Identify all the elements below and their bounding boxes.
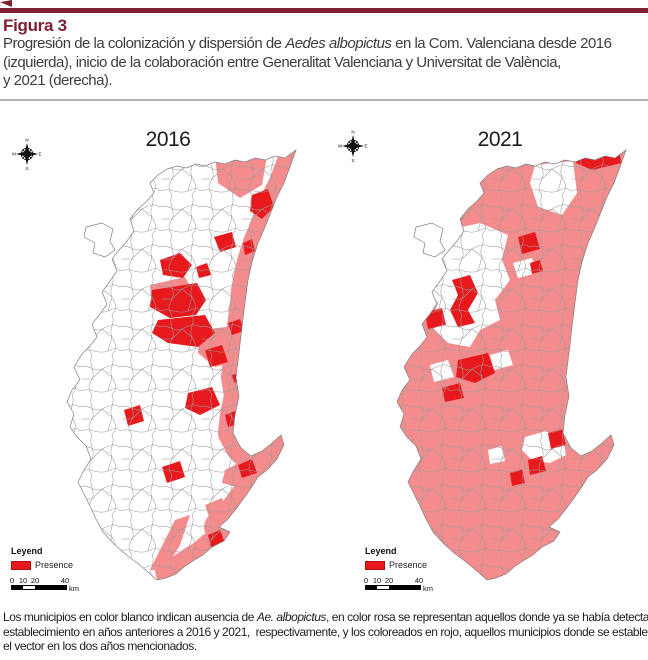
- map-title-2021: 2021: [477, 128, 523, 151]
- scale-tick: 40: [60, 576, 70, 585]
- compass-rose-icon: N S E W: [338, 130, 368, 163]
- figure-label: Figura 3: [3, 16, 67, 35]
- legend-title: Leyend: [11, 546, 43, 556]
- footnote-line-2: establecimiento en años anteriores a 201…: [3, 624, 648, 639]
- map-figure-area: 2016 2021 N S E W N S E W Leyend Presen: [0, 115, 648, 605]
- legend-2021: Leyend Presence 0 10 20 40 km: [363, 546, 485, 594]
- figure-caption: Progresión de la colonización y dispersi…: [3, 35, 648, 91]
- species-name: Aedes albopictus: [285, 35, 392, 52]
- svg-text:W: W: [12, 152, 17, 157]
- scale-unit: km: [69, 584, 79, 593]
- presence-swatch: [11, 560, 31, 570]
- footnote-line-1: Los municipios en color blanco indican a…: [3, 610, 648, 624]
- svg-text:E: E: [364, 144, 367, 149]
- scale-tick: 0: [9, 576, 15, 585]
- divider-rule: [0, 99, 648, 101]
- scale-tick: 0: [363, 576, 369, 585]
- scale-bar-segments: [365, 585, 421, 590]
- svg-text:S: S: [25, 166, 28, 170]
- svg-text:N: N: [351, 130, 354, 135]
- figure-footnote: Los municipios en color blanco indican a…: [3, 610, 648, 654]
- svg-text:W: W: [338, 144, 343, 149]
- species-abbrev: Ae. albopictus: [256, 610, 327, 624]
- svg-text:N: N: [25, 138, 28, 143]
- compass-rose-icon: N S E W: [12, 138, 42, 171]
- caption-line-1: Progresión de la colonización y dispersi…: [3, 35, 612, 52]
- scale-unit: km: [423, 584, 433, 593]
- scale-tick: 40: [414, 576, 424, 585]
- svg-text:E: E: [38, 152, 41, 157]
- legend-title: Leyend: [365, 546, 397, 556]
- legend-2016: Leyend Presence 0 10 20 40 km: [9, 546, 131, 594]
- footnote-line-3: el vector en los dos años mencionados.: [3, 639, 197, 653]
- header-rule: [0, 8, 648, 13]
- corner-arrow-icon: [0, 0, 12, 7]
- scale-bar: 0 10 20 40 km: [9, 576, 131, 594]
- map-title-2016: 2016: [145, 128, 191, 151]
- scale-bar-segments: [11, 585, 67, 590]
- svg-text:S: S: [351, 158, 354, 162]
- scale-tick: 20: [30, 576, 40, 585]
- presence-label: Presence: [389, 560, 428, 570]
- choropleth-maps: [66, 149, 627, 581]
- caption-line-2: (izquierda), inicio de la colaboración e…: [3, 53, 561, 71]
- map-2021: [396, 149, 627, 581]
- caption-line-3: y 2021 (derecha).: [3, 72, 113, 89]
- scale-tick: 20: [384, 576, 394, 585]
- scale-tick: 10: [372, 576, 382, 585]
- presence-label: Presence: [35, 560, 74, 570]
- map-2016: [66, 149, 297, 581]
- scale-tick: 10: [18, 576, 28, 585]
- presence-swatch: [365, 560, 385, 570]
- scale-bar: 0 10 20 40 km: [363, 576, 485, 594]
